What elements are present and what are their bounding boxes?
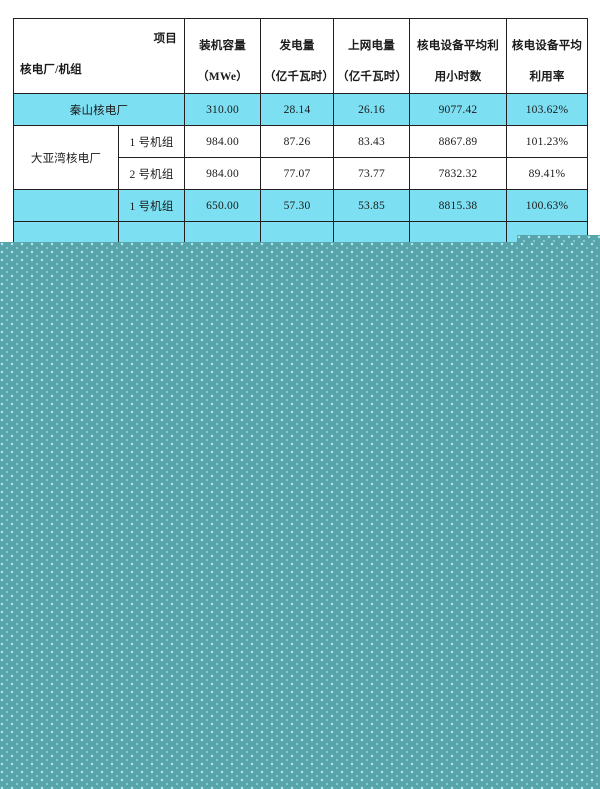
row-plant-name: 秦山核电厂 (13, 93, 185, 126)
header-capacity: 装机容量 （MWe） (184, 18, 261, 94)
header-generation: 发电量 （亿千瓦时） (260, 18, 335, 94)
header-generation-line1: 发电量 (279, 40, 315, 53)
row-capacity: 310.00 (184, 93, 261, 126)
row-utilization: 101.23% (506, 125, 588, 158)
row-avg-hours: 7832.32 (409, 157, 507, 190)
header-utilization-line2: 利用率 (529, 70, 565, 83)
table-header-row: 项目 核电厂/机组 装机容量 （MWe） 发电量 （亿千瓦时） 上网电量 （亿千… (13, 18, 588, 94)
row-utilization: 89.41% (506, 157, 588, 190)
header-corner-top-label: 项目 (153, 33, 177, 45)
teal-overlay-panel (0, 242, 600, 789)
row-unit-name: 1 号机组 (118, 189, 185, 222)
header-capacity-line1: 装机容量 (199, 40, 246, 53)
header-utilization: 核电设备平均 利用率 (506, 18, 588, 94)
header-capacity-line2: （MWe） (197, 70, 248, 83)
table-row: 2 号机组 984.00 77.07 73.77 7832.32 89.41% (14, 157, 588, 190)
header-grid-power: 上网电量 （亿千瓦时） (333, 18, 410, 94)
row-unit-name: 2 号机组 (118, 157, 185, 190)
table-row: 大亚湾核电厂 1 号机组 984.00 87.26 83.43 8867.89 … (13, 125, 588, 190)
row-capacity: 984.00 (184, 157, 261, 190)
row-plant-name: 大亚湾核电厂 (13, 125, 119, 190)
header-utilization-line1: 核电设备平均 (511, 40, 583, 53)
header-corner-cell: 项目 核电厂/机组 (13, 18, 185, 94)
header-grid-power-line2: （亿千瓦时） (337, 70, 408, 83)
header-grid-power-line1: 上网电量 (348, 40, 395, 53)
header-avg-hours-line2: 用小时数 (434, 70, 482, 83)
row-plant-name (13, 189, 119, 222)
header-avg-hours-line1: 核电设备平均利 (417, 40, 499, 53)
row-generation: 77.07 (260, 157, 334, 190)
header-generation-line2: （亿千瓦时） (264, 70, 335, 83)
row-grid-power: 26.16 (333, 93, 410, 126)
row-avg-hours: 8815.38 (409, 189, 507, 222)
row-unit-name: 1 号机组 (118, 125, 185, 158)
header-avg-hours: 核电设备平均利 用小时数 (409, 18, 507, 94)
row-capacity: 650.00 (184, 189, 261, 222)
row-generation: 87.26 (260, 125, 334, 158)
table-row: 1 号机组 650.00 57.30 53.85 8815.38 100.63% (13, 189, 588, 222)
row-avg-hours: 8867.89 (409, 125, 507, 158)
row-utilization: 103.62% (506, 93, 588, 126)
row-grid-power: 53.85 (333, 189, 410, 222)
header-corner-bottom-label: 核电厂/机组 (20, 64, 82, 76)
nuclear-power-statistics-table: 项目 核电厂/机组 装机容量 （MWe） 发电量 （亿千瓦时） 上网电量 （亿千… (13, 18, 588, 254)
row-grid-power: 73.77 (333, 157, 410, 190)
row-capacity: 984.00 (184, 125, 261, 158)
row-generation: 57.30 (260, 189, 334, 222)
row-avg-hours: 9077.42 (409, 93, 507, 126)
table-row: 秦山核电厂 310.00 28.14 26.16 9077.42 103.62% (13, 93, 588, 126)
row-grid-power: 83.43 (333, 125, 410, 158)
row-generation: 28.14 (260, 93, 334, 126)
row-utilization: 100.63% (506, 189, 588, 222)
table: 项目 核电厂/机组 装机容量 （MWe） 发电量 （亿千瓦时） 上网电量 （亿千… (13, 18, 588, 254)
